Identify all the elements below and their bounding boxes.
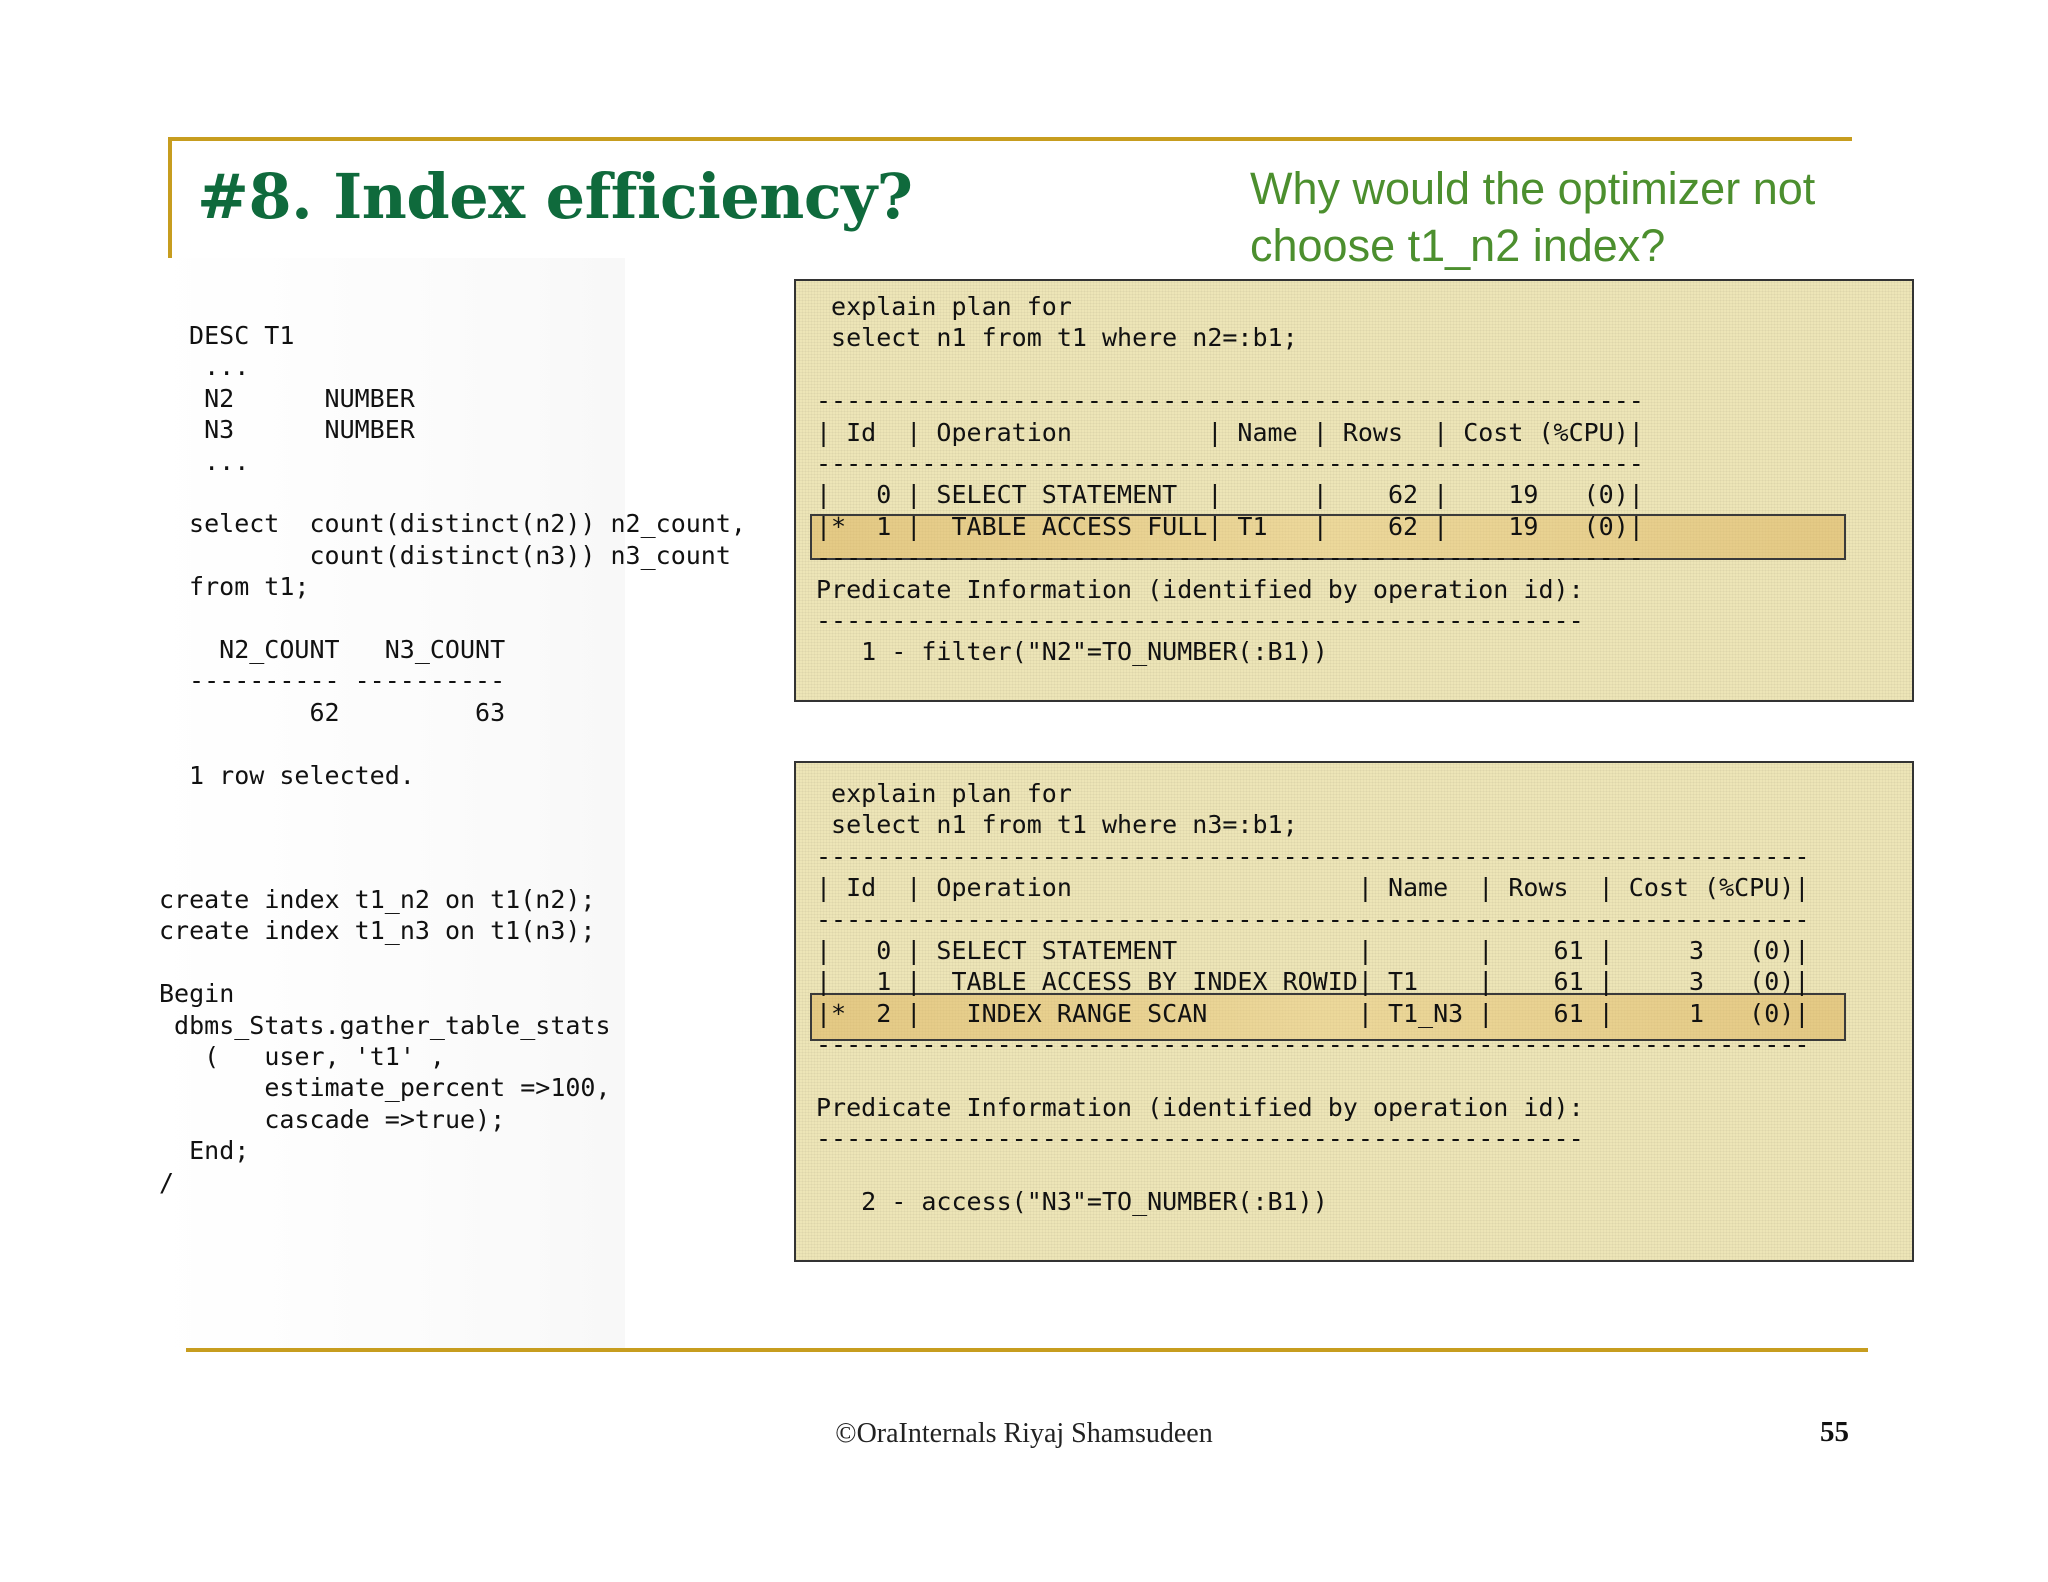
page-number: 55 [1820, 1416, 1849, 1448]
explain-plan-n3-text: explain plan for select n1 from t1 where… [816, 779, 1810, 1217]
footer-accent-rule [186, 1348, 1868, 1352]
explain-plan-n2-box: explain plan for select n1 from t1 where… [794, 279, 1914, 702]
title-accent-rule-top [168, 137, 1852, 141]
title-accent-rule-left [168, 137, 172, 264]
code-create-index-and-stats: create index t1_n2 on t1(n2); create ind… [159, 885, 611, 1197]
explain-plan-n2-text: explain plan for select n1 from t1 where… [816, 292, 1644, 667]
highlight-table-access-full [810, 514, 1846, 560]
code-desc-and-count: DESC T1 ... N2 NUMBER N3 NUMBER ... sele… [189, 321, 746, 790]
slide-title: #8. Index efficiency? [197, 160, 913, 233]
highlight-index-range-scan [810, 993, 1846, 1041]
explain-plan-n3-box: explain plan for select n1 from t1 where… [794, 761, 1914, 1262]
slide-question: Why would the optimizer not choose t1_n2… [1250, 163, 1816, 271]
code-panel [155, 258, 625, 1348]
footer-copyright: ©OraInternals Riyaj Shamsudeen [835, 1418, 1213, 1449]
